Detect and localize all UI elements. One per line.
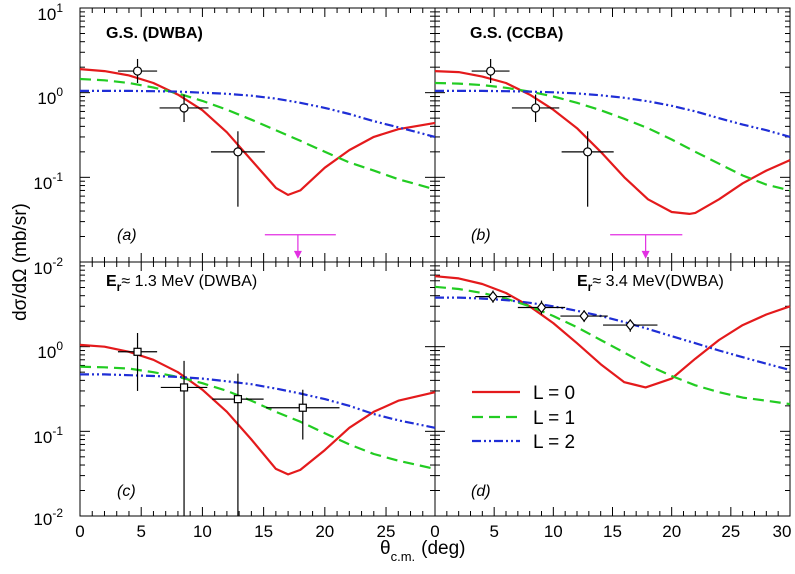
x-tick-label: 10	[544, 522, 563, 541]
legend-label-l2: L = 2	[533, 432, 575, 453]
y-tick-label: 100	[37, 85, 63, 108]
y-tick-base: 10	[33, 510, 52, 529]
x-axis-title-unit: (deg)	[421, 538, 465, 559]
curve-c-l2	[80, 373, 436, 429]
axis-ticks	[80, 8, 791, 516]
y-tick-label: 10-2	[33, 506, 63, 529]
x-tick-label: 15	[254, 522, 273, 541]
panel-c-frame	[79, 261, 436, 517]
y-tick-exp: 1	[56, 1, 63, 15]
x-axis-title-theta: θ	[380, 538, 391, 559]
y-tick-label: 10-2	[33, 255, 63, 278]
y-tick-label: 101	[37, 1, 63, 24]
legend-label-l0: L = 0	[533, 383, 575, 404]
curve-a-l2	[80, 89, 436, 138]
y-tick-base: 10	[37, 5, 56, 24]
panel-d-title-sub: r	[588, 280, 593, 294]
y-tick-exp: 0	[56, 339, 63, 353]
curve-b-l1	[434, 81, 791, 192]
y-tick-base: 10	[33, 174, 52, 193]
data-point	[486, 66, 496, 76]
y-tick-exp: -2	[52, 506, 63, 520]
data-point	[233, 147, 243, 157]
panel-a-title: G.S. (DWBA)	[106, 25, 203, 42]
x-tick-label: 20	[662, 522, 681, 541]
data-point	[298, 403, 307, 412]
x-tick-label: 25	[721, 522, 740, 541]
y-tick-label: 10-1	[33, 424, 63, 447]
y-tick-label: 100	[37, 339, 63, 362]
data-point	[132, 66, 143, 76]
data-point	[536, 301, 547, 314]
curve-c-l0	[79, 343, 436, 476]
y-tick-exp: -1	[52, 170, 63, 184]
data-points	[117, 58, 658, 516]
data-point	[133, 347, 142, 356]
curve-d-l2	[435, 296, 791, 372]
panel-b-title: G.S. (CCBA)	[470, 25, 563, 42]
panel-b-frame	[434, 7, 791, 263]
curve-b-l0	[434, 70, 791, 215]
curve-d-l0	[434, 275, 791, 389]
curve-c-l1	[79, 365, 436, 470]
x-tick-label: 10	[193, 522, 212, 541]
panel-c-title-sub: r	[117, 280, 122, 294]
panel-d-frame	[434, 261, 791, 517]
legend-label-l1: L = 1	[533, 408, 575, 429]
x-tick-label: 20	[315, 522, 334, 541]
x-axis-title: θc.m. (deg)	[380, 538, 466, 564]
data-point	[583, 147, 593, 157]
legend: L = 0 L = 1 L = 2	[472, 383, 575, 453]
curve-d-l1	[434, 285, 791, 406]
y-axis-title: dσ/dΩ (mb/sr)	[10, 203, 31, 321]
data-point	[579, 310, 589, 323]
panel-c-title: Er≈ 1.3 MeV (DWBA)	[106, 273, 257, 294]
y-tick-exp: -2	[52, 255, 63, 269]
panel-c-title-rest: ≈ 1.3 MeV (DWBA)	[121, 273, 257, 290]
y-tick-exp: -1	[52, 424, 63, 438]
x-tick-label: 5	[489, 522, 498, 541]
x-tick-label: 30	[773, 522, 792, 541]
data-point	[233, 395, 243, 404]
limit-arrow-head	[641, 250, 650, 259]
y-tick-label: 10-1	[33, 170, 63, 193]
x-axis-title-sub: c.m.	[391, 549, 416, 564]
panel-d-title-rest: ≈ 3.4 MeV(DWBA)	[592, 273, 723, 290]
panel-d-sublabel: (d)	[471, 483, 491, 500]
x-tick-label: 5	[136, 522, 145, 541]
y-tick-base: 10	[37, 89, 56, 108]
limit-arrow-head	[293, 250, 302, 259]
panel-c-title-e: E	[106, 273, 117, 290]
data-point	[179, 383, 189, 392]
curve-a-l1	[79, 77, 436, 191]
panel-d-title-e: E	[577, 273, 588, 290]
data-point	[488, 290, 498, 303]
panel-b-sublabel: (b)	[471, 227, 491, 244]
panel-a-sublabel: (a)	[117, 227, 137, 244]
data-point	[530, 103, 541, 113]
y-tick-base: 10	[33, 259, 52, 278]
curve-a-l0	[79, 68, 436, 196]
panel-c-sublabel: (c)	[117, 483, 136, 500]
y-tick-base: 10	[37, 343, 56, 362]
x-tick-label: 0	[430, 522, 439, 541]
data-point	[625, 319, 636, 332]
x-tick-label: 25	[377, 522, 396, 541]
limit-arrows	[264, 234, 683, 259]
y-tick-exp: 0	[56, 85, 63, 99]
data-point	[179, 103, 189, 113]
x-tick-label: 15	[603, 522, 622, 541]
y-tick-base: 10	[33, 428, 52, 447]
panel-d-title: Er≈ 3.4 MeV(DWBA)	[577, 273, 724, 294]
curve-b-l2	[435, 89, 791, 138]
x-tick-label: 0	[75, 522, 84, 541]
